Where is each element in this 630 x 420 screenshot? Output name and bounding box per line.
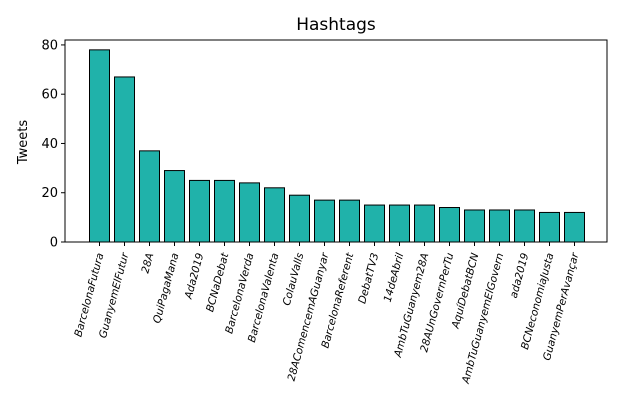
bar-BarcelonaFutura bbox=[89, 49, 110, 243]
bars-layer bbox=[89, 49, 585, 243]
x-tick-label: ColauValls bbox=[281, 251, 307, 307]
bar-AmbTuGuanyem28A bbox=[414, 204, 435, 243]
bar-ada2019 bbox=[514, 209, 535, 243]
plot-frame bbox=[64, 39, 608, 243]
x-tick-label: BCNaDebat bbox=[204, 251, 232, 313]
bar-BCNeconomiaJusta bbox=[539, 211, 560, 243]
bar-14deAbril bbox=[389, 204, 410, 243]
bar-Ada2019 bbox=[189, 179, 210, 243]
x-tick-label: ada2019 bbox=[508, 251, 532, 299]
y-tick-label: 80 bbox=[41, 38, 58, 53]
bar-28A bbox=[139, 150, 160, 243]
y-tick-label: 40 bbox=[41, 137, 58, 152]
bar-28AUnGovernPerTu bbox=[439, 207, 460, 243]
y-axis-label: Tweets bbox=[16, 120, 31, 166]
bar-BarcelonaValenta bbox=[264, 187, 285, 243]
y-axis: 0 20 40 60 80 bbox=[41, 38, 65, 251]
bar-GuanyemPerAvançar bbox=[564, 211, 585, 243]
y-tick-label: 0 bbox=[50, 236, 58, 251]
bar-BCNaDebat bbox=[214, 179, 235, 243]
x-tick-label: QuiPagaMana bbox=[151, 252, 181, 325]
bar-BarcelonaReferent bbox=[339, 199, 360, 243]
bar-GuanyemElFutur bbox=[114, 76, 135, 243]
bar-DebatTV3 bbox=[364, 204, 385, 243]
x-tick-label: Ada2019 bbox=[182, 251, 206, 301]
bar-BarcelonaVerda bbox=[239, 182, 260, 243]
bar-28AComencemAGuanyar bbox=[314, 199, 335, 243]
x-tick-label: 28A bbox=[139, 252, 156, 275]
y-tick-label: 20 bbox=[41, 186, 58, 201]
x-tick-label: DebatTV3 bbox=[356, 252, 381, 305]
bar-ColauValls bbox=[289, 194, 310, 243]
x-tick-label: 14deAbril bbox=[382, 252, 407, 304]
y-tick-label: 60 bbox=[41, 88, 58, 103]
chart-title: Hashtags bbox=[296, 15, 376, 35]
bar-QuiPagaMana bbox=[164, 170, 185, 243]
bar-AquíDebatBCN bbox=[464, 209, 485, 243]
bar-AmbTuGuanyemElGovern bbox=[489, 209, 510, 243]
